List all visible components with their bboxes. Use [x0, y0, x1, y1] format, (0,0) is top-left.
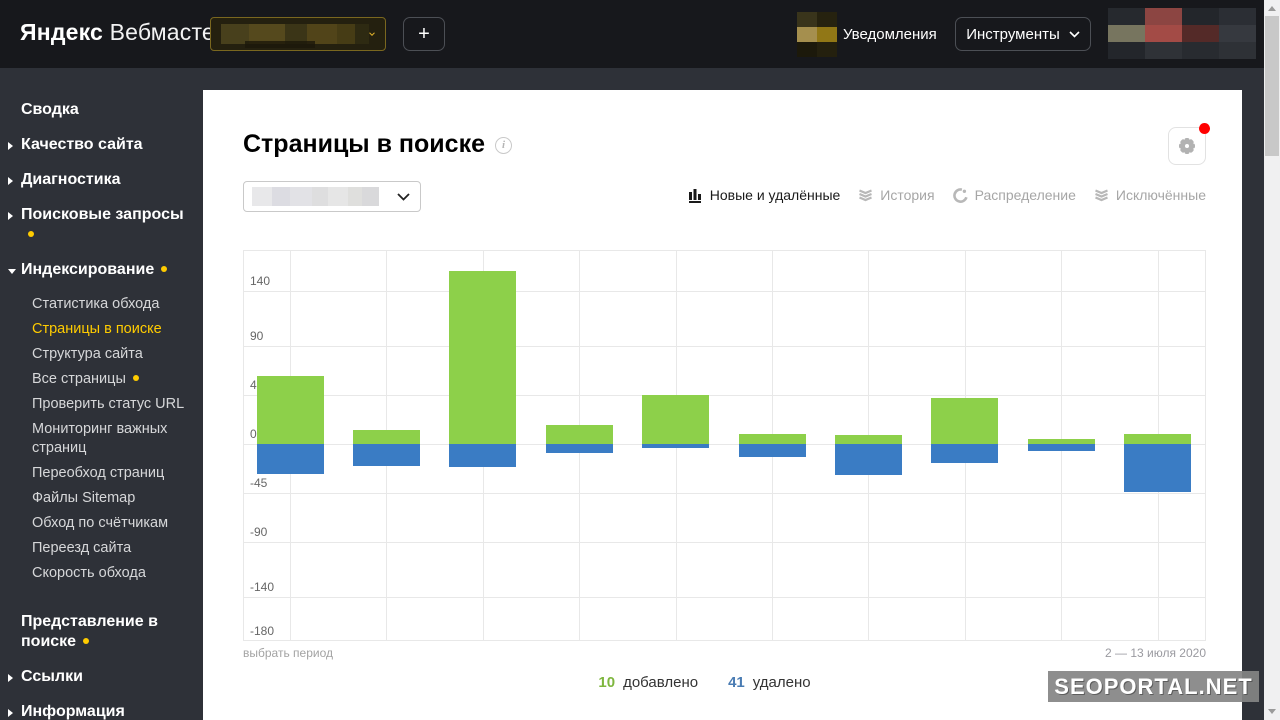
- main-panel: Страницы в поискеi Новые и удалённые Исто…: [203, 90, 1242, 720]
- sidebar-nav: Сводка Качество сайта Диагностика Поисковые…: [0, 68, 203, 720]
- update-dot: [83, 638, 89, 644]
- sidebar-item[interactable]: Страницы в поиске: [21, 320, 191, 339]
- sidebar-item[interactable]: Сводка: [21, 100, 191, 120]
- chevron-right-icon: [8, 709, 13, 717]
- bar-removed: [931, 444, 998, 463]
- bar-added: [449, 271, 516, 444]
- site-selector-dropdown[interactable]: [210, 17, 386, 51]
- bar-added: [642, 395, 709, 444]
- bar-added: [546, 425, 613, 444]
- chevron-down-icon: [397, 193, 410, 201]
- removed-count: 41: [728, 674, 745, 691]
- tools-dropdown-button[interactable]: Инструменты: [955, 17, 1091, 51]
- sidebar-item[interactable]: Статистика обхода: [21, 295, 191, 314]
- sidebar-item[interactable]: Качество сайта: [21, 135, 191, 155]
- chevron-right-icon: [8, 177, 13, 185]
- bar-removed: [642, 444, 709, 448]
- y-axis-label: 90: [250, 329, 263, 343]
- bar-added: [353, 430, 420, 444]
- bar-added: [1124, 434, 1191, 444]
- watermark: SEOPORTAL.NET: [1048, 671, 1259, 702]
- update-dot: [161, 266, 167, 272]
- settings-button[interactable]: [1168, 127, 1206, 165]
- chart-plot: 14090450-45-90-140-180: [243, 250, 1206, 641]
- redacted-site-subtext: [245, 41, 315, 48]
- chevron-right-icon: [8, 142, 13, 150]
- y-axis-label: -90: [250, 525, 267, 539]
- removed-label: удалено: [753, 674, 811, 691]
- tab-new-and-removed[interactable]: Новые и удалённые: [688, 187, 841, 203]
- chevron-down-icon: [8, 269, 16, 274]
- bar-removed: [739, 444, 806, 457]
- sidebar-item[interactable]: Переобход страниц: [21, 464, 191, 483]
- bar-added: [739, 434, 806, 444]
- update-dot: [28, 231, 34, 237]
- bar-added: [835, 435, 902, 444]
- app-window: Яндекс Вебмастер + Уведомления Инструмен…: [0, 0, 1280, 720]
- sidebar-item[interactable]: Ссылки: [21, 667, 191, 687]
- y-axis-label: -45: [250, 476, 267, 490]
- chevron-down-icon: [369, 30, 375, 38]
- bar-removed: [449, 444, 516, 467]
- update-dot: [133, 375, 139, 381]
- sidebar-item[interactable]: Все страницы: [21, 370, 191, 389]
- alert-dot: [1199, 123, 1210, 134]
- notification-count-redacted[interactable]: [797, 12, 837, 57]
- bar-added: [257, 376, 324, 444]
- notifications-link[interactable]: Уведомления: [843, 26, 937, 43]
- bar-removed: [835, 444, 902, 475]
- sidebar-item[interactable]: Переезд сайта: [21, 539, 191, 558]
- scrollbar-thumb[interactable]: [1265, 16, 1279, 156]
- info-icon[interactable]: i: [495, 137, 512, 154]
- bar-chart-icon: [688, 188, 703, 203]
- bar-removed: [257, 444, 324, 474]
- tools-label: Инструменты: [966, 26, 1060, 43]
- tab-history[interactable]: История: [858, 187, 934, 203]
- vertical-scrollbar[interactable]: [1264, 0, 1280, 720]
- sidebar-item[interactable]: Обход по счётчикам: [21, 514, 191, 533]
- y-axis-label: -140: [250, 580, 274, 594]
- chart-filter-dropdown[interactable]: [243, 181, 421, 212]
- bar-removed: [1028, 444, 1095, 451]
- sidebar-item[interactable]: Структура сайта: [21, 345, 191, 364]
- sidebar-item[interactable]: Поисковые запросы: [21, 205, 191, 245]
- sidebar-item[interactable]: Файлы Sitemap: [21, 489, 191, 508]
- bar-removed: [353, 444, 420, 466]
- added-label: добавлено: [623, 674, 698, 691]
- page-title: Страницы в поискеi: [243, 130, 512, 159]
- sidebar-item[interactable]: Скорость обхода: [21, 564, 191, 583]
- select-period-link[interactable]: выбрать период: [243, 646, 333, 660]
- layers-icon: [1094, 188, 1109, 202]
- chevron-right-icon: [8, 212, 13, 220]
- app-header: Яндекс Вебмастер + Уведомления Инструмен…: [0, 0, 1264, 68]
- chevron-right-icon: [8, 674, 13, 682]
- add-site-button[interactable]: +: [403, 17, 445, 51]
- logo-primary: Яндекс: [20, 19, 103, 45]
- tab-excluded[interactable]: Исключённые: [1094, 187, 1206, 203]
- scroll-up-arrow-icon[interactable]: [1268, 6, 1276, 11]
- chevron-down-icon: [1069, 31, 1080, 38]
- bar-removed: [1124, 444, 1191, 492]
- y-axis-label: 140: [250, 274, 270, 288]
- yandex-webmaster-logo[interactable]: Яндекс Вебмастер: [20, 19, 228, 46]
- user-avatar-redacted[interactable]: [1108, 8, 1256, 59]
- period-range-label: 2 — 13 июля 2020: [1105, 646, 1206, 660]
- y-axis-label: -180: [250, 624, 274, 638]
- scroll-down-arrow-icon[interactable]: [1268, 709, 1276, 714]
- gear-icon: [1179, 138, 1195, 154]
- sidebar-item[interactable]: Проверить статус URL: [21, 395, 191, 414]
- sidebar-item[interactable]: Мониторинг важных страниц: [21, 420, 191, 458]
- pie-icon: [953, 188, 968, 203]
- sidebar-item[interactable]: Индексирование: [21, 260, 191, 280]
- added-count: 10: [598, 674, 615, 691]
- tab-distribution[interactable]: Распределение: [953, 187, 1076, 203]
- sidebar-item[interactable]: Диагностика: [21, 170, 191, 190]
- chart-tabs: Новые и удалённые История Распределение Иск…: [643, 187, 1206, 203]
- redacted-filter-value: [252, 187, 379, 206]
- layers-icon: [858, 188, 873, 202]
- sidebar-item[interactable]: Представление в поиске: [21, 612, 191, 652]
- bar-removed: [546, 444, 613, 453]
- bar-added: [931, 398, 998, 444]
- sidebar-item[interactable]: Информация: [21, 702, 191, 720]
